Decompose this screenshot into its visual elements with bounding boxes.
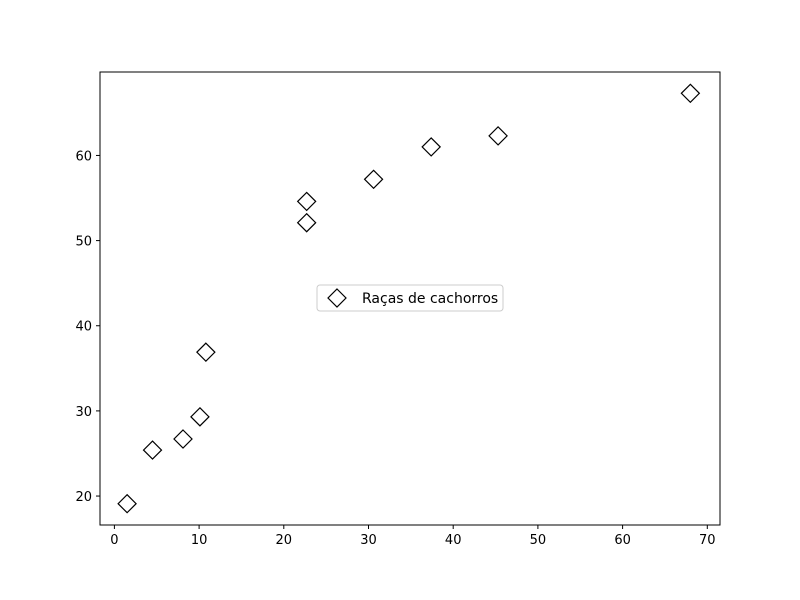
data-point-diamond: [117, 493, 137, 514]
data-point-diamond: [142, 440, 163, 460]
data-point-diamond: [488, 126, 508, 146]
legend-box: [316, 284, 504, 312]
data-point-diamond: [173, 429, 193, 449]
data-point-diamond: [296, 191, 317, 212]
x-tick-label: 20: [276, 533, 293, 548]
legend-marker-diamond: [327, 288, 347, 308]
x-tick-label: 30: [360, 533, 377, 548]
x-axis: 0 10 20 30 40 50 60 70: [110, 525, 716, 548]
data-point-diamond: [190, 407, 210, 427]
y-tick-label: 60: [75, 149, 92, 164]
legend-label: Raças de cachorros: [362, 291, 498, 307]
x-tick-label: 10: [191, 533, 208, 548]
y-tick-label: 30: [75, 405, 92, 420]
data-point-diamond: [680, 83, 701, 104]
y-tick-label: 40: [75, 320, 92, 335]
y-axis: 20 30 40 50 60: [75, 149, 100, 505]
data-point-diamond: [363, 169, 384, 190]
data-point-diamond: [196, 342, 216, 362]
y-tick-label: 20: [75, 490, 92, 505]
x-tick-label: 50: [530, 533, 547, 548]
data-point-diamond: [296, 212, 317, 233]
x-tick-label: 0: [110, 533, 118, 548]
legend: Raças de cachorros: [316, 284, 504, 312]
data-points: [117, 83, 701, 514]
x-tick-label: 40: [445, 533, 462, 548]
x-tick-label: 70: [699, 533, 716, 548]
y-tick-label: 50: [75, 235, 92, 250]
x-tick-label: 60: [614, 533, 631, 548]
data-point-diamond: [421, 137, 442, 157]
